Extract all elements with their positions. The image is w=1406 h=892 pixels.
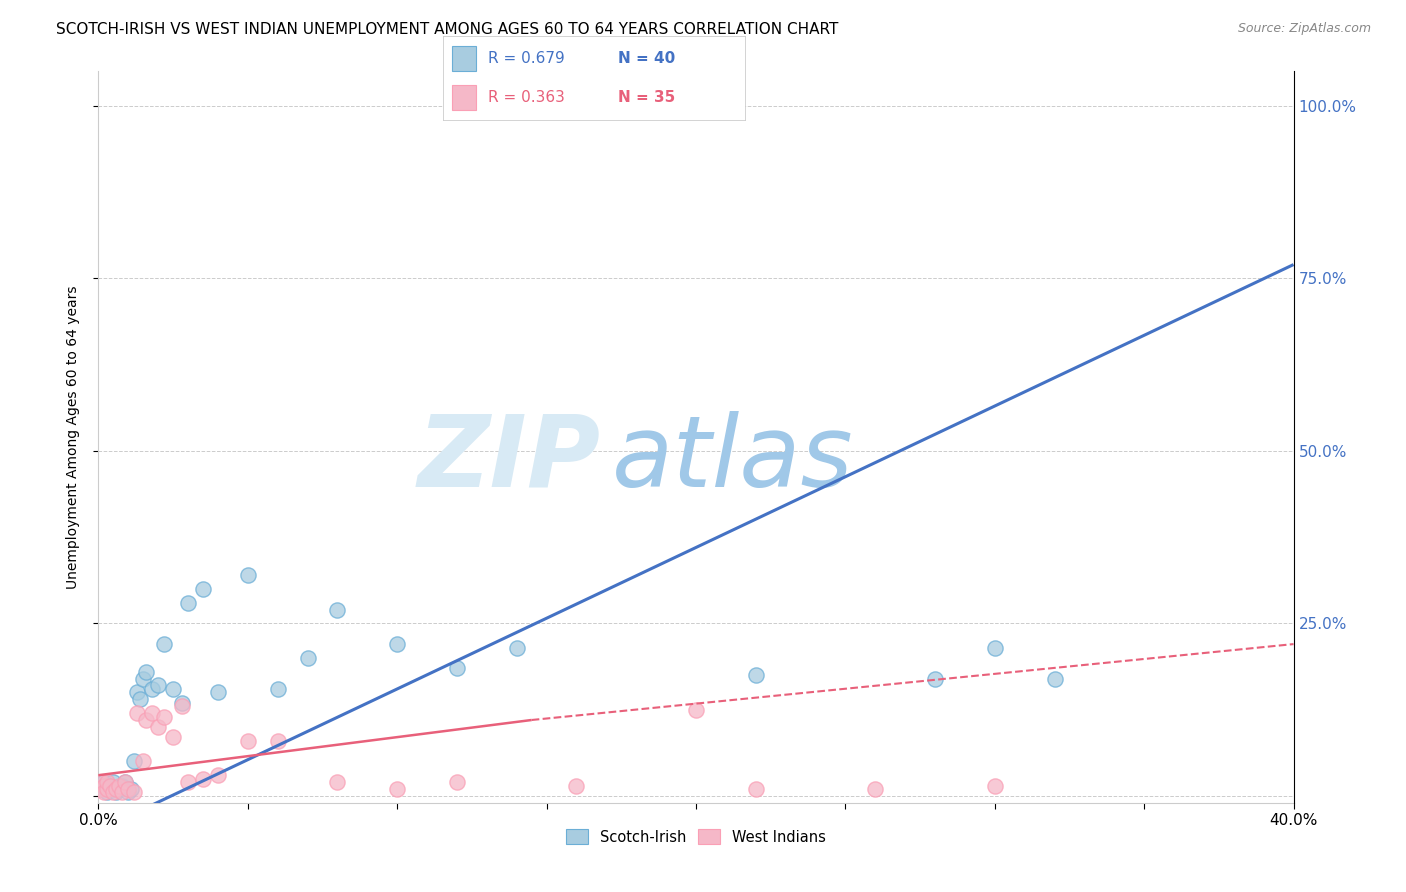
Point [162, 681, 184, 696]
Text: atlas: atlas [613, 410, 853, 508]
Point [90, 782, 112, 797]
Point [172, 699, 194, 714]
Point [96, 775, 118, 789]
Point [207, 685, 229, 699]
Point [297, 651, 319, 665]
Point [108, 779, 131, 793]
Point [129, 692, 152, 706]
Point [96, 782, 118, 797]
Point [103, 775, 125, 789]
Bar [451, 45, 477, 71]
Legend: Scotch-Irish, West Indians: Scotch-Irish, West Indians [561, 823, 831, 850]
Point [385, 782, 409, 797]
Text: SCOTCH-IRISH VS WEST INDIAN UNEMPLOYMENT AMONG AGES 60 TO 64 YEARS CORRELATION C: SCOTCH-IRISH VS WEST INDIAN UNEMPLOYMENT… [56, 22, 838, 37]
Point [745, 782, 768, 797]
Point [207, 768, 229, 782]
Point [1043, 672, 1066, 686]
Point [90, 782, 112, 797]
Point [103, 785, 125, 799]
Point [162, 731, 184, 745]
Point [191, 582, 214, 596]
Point [446, 775, 468, 789]
Point [117, 782, 139, 797]
Point [117, 785, 139, 799]
Text: ZIP: ZIP [418, 410, 600, 508]
Point [267, 733, 290, 747]
Point [96, 785, 118, 799]
Point [172, 696, 194, 710]
Point [326, 775, 349, 789]
Point [141, 706, 163, 720]
Point [446, 661, 468, 675]
Point [111, 785, 134, 799]
Point [153, 637, 176, 651]
Point [385, 637, 409, 651]
Point [984, 779, 1007, 793]
Point [135, 665, 157, 679]
Point [685, 99, 707, 113]
Text: N = 40: N = 40 [619, 51, 675, 66]
Text: R = 0.679: R = 0.679 [488, 51, 565, 66]
Point [111, 779, 134, 793]
Point [98, 779, 122, 793]
Point [120, 782, 142, 797]
Point [141, 681, 163, 696]
Point [148, 720, 170, 734]
Text: R = 0.363: R = 0.363 [488, 90, 565, 105]
Bar [451, 85, 477, 111]
Point [153, 709, 176, 723]
Point [236, 568, 259, 582]
Point [745, 668, 768, 682]
Text: Source: ZipAtlas.com: Source: ZipAtlas.com [1237, 22, 1371, 36]
Point [924, 672, 946, 686]
Point [127, 706, 149, 720]
Point [565, 779, 588, 793]
Point [132, 755, 155, 769]
Point [148, 678, 170, 692]
Point [236, 733, 259, 747]
Point [105, 785, 128, 799]
Point [177, 596, 200, 610]
Point [124, 785, 146, 799]
Point [114, 775, 136, 789]
Point [177, 775, 200, 789]
Point [93, 775, 115, 789]
Point [865, 782, 887, 797]
Point [105, 782, 128, 797]
Point [267, 681, 290, 696]
Y-axis label: Unemployment Among Ages 60 to 64 years: Unemployment Among Ages 60 to 64 years [66, 285, 80, 589]
Point [93, 785, 115, 799]
Point [90, 775, 112, 789]
Point [93, 779, 115, 793]
Text: N = 35: N = 35 [619, 90, 675, 105]
Point [108, 782, 131, 797]
Point [685, 703, 707, 717]
Point [191, 772, 214, 786]
Point [135, 713, 157, 727]
Point [114, 775, 136, 789]
Point [565, 99, 588, 113]
Point [132, 672, 155, 686]
Point [124, 755, 146, 769]
Point [96, 782, 118, 797]
Point [103, 782, 125, 797]
Point [127, 685, 149, 699]
Point [326, 602, 349, 616]
Point [93, 779, 115, 793]
Point [506, 640, 529, 655]
Point [98, 779, 122, 793]
Point [984, 640, 1007, 655]
